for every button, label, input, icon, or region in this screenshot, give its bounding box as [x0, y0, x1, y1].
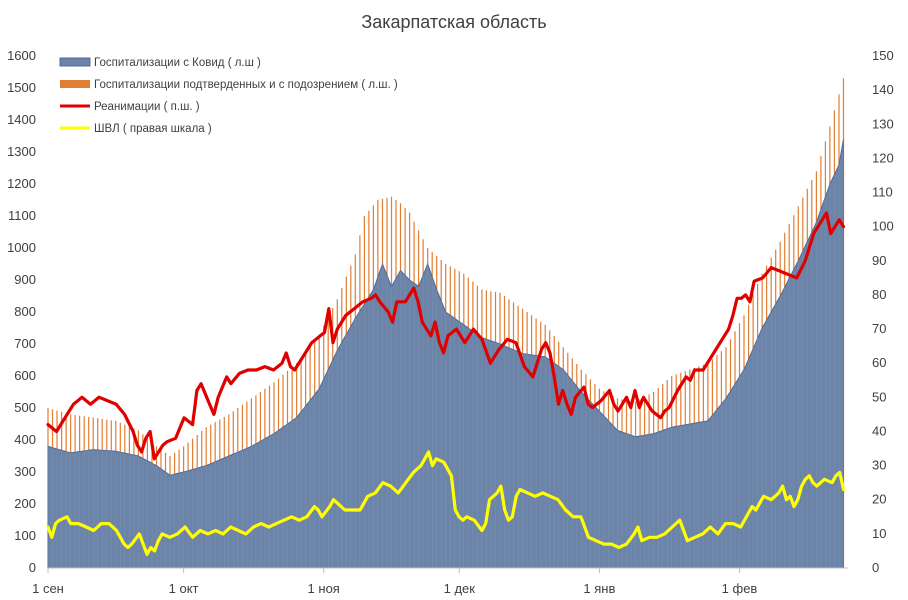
legend-swatch-suspected — [60, 80, 90, 88]
x-tick-label: 1 дек — [444, 581, 476, 596]
left-tick-label: 900 — [14, 272, 36, 287]
legend-entry-icu: Реанимации ( п.ш. ) — [60, 101, 200, 113]
right-tick-label: 70 — [872, 321, 886, 336]
left-tick-label: 200 — [14, 496, 36, 511]
right-tick-label: 110 — [872, 185, 893, 200]
x-tick-label: 1 янв — [583, 581, 615, 596]
ventilation-line — [46, 450, 846, 556]
legend: Госпитализации с Ковид ( л.ш ) Госпитализ… — [59, 57, 398, 135]
right-tick-label: 0 — [872, 560, 879, 575]
left-tick-label: 1500 — [7, 80, 36, 95]
left-tick-label: 1200 — [7, 176, 36, 191]
right-tick-label: 80 — [872, 287, 886, 302]
x-tick-label: 1 ноя — [308, 581, 340, 596]
left-tick-label: 1600 — [7, 48, 36, 63]
right-tick-label: 50 — [872, 389, 886, 404]
x-tick-label: 1 сен — [32, 581, 64, 596]
legend-swatch-covid — [59, 57, 91, 67]
left-tick-label: 600 — [14, 368, 36, 383]
chart-title: Закарпатская область — [361, 12, 547, 32]
left-tick-label: 1400 — [7, 112, 36, 127]
left-tick-label: 500 — [14, 400, 36, 415]
left-tick-label: 700 — [14, 336, 36, 351]
legend-label: ШВЛ ( правая шкала ) — [94, 123, 212, 135]
legend-entry-ventilation: ШВЛ ( правая шкала ) — [60, 123, 212, 135]
right-tick-label: 40 — [872, 424, 886, 439]
covid-area — [47, 139, 844, 569]
legend-entry-covid: Госпитализации с Ковид ( л.ш ) — [59, 57, 261, 69]
left-tick-label: 1300 — [7, 144, 36, 159]
legend-label: Реанимации ( п.ш. ) — [94, 101, 200, 113]
right-tick-label: 60 — [872, 355, 886, 370]
legend-label: Госпитализации с Ковид ( л.ш ) — [94, 57, 261, 69]
x-tick-label: 1 фев — [722, 581, 758, 596]
left-tick-label: 100 — [14, 528, 36, 543]
right-tick-label: 150 — [872, 48, 894, 63]
axes: 0100200300400500600700800900100011001200… — [7, 48, 894, 596]
left-tick-label: 1100 — [8, 208, 36, 223]
lines — [46, 211, 846, 556]
left-tick-label: 1000 — [7, 240, 36, 255]
right-tick-label: 140 — [872, 82, 894, 97]
left-tick-label: 800 — [14, 304, 36, 319]
right-tick-label: 100 — [872, 219, 894, 234]
icu-line — [46, 211, 846, 461]
right-tick-label: 30 — [872, 458, 886, 473]
left-tick-label: 300 — [14, 464, 36, 479]
x-tick-label: 1 окт — [169, 581, 199, 596]
left-tick-label: 400 — [14, 432, 36, 447]
left-tick-label: 0 — [29, 560, 36, 575]
legend-entry-suspected: Госпитализации подтверденных и с подозре… — [60, 79, 398, 91]
right-tick-label: 10 — [872, 526, 886, 541]
right-tick-label: 90 — [872, 253, 886, 268]
right-tick-label: 130 — [872, 116, 894, 131]
right-tick-label: 20 — [872, 492, 886, 507]
right-tick-label: 120 — [872, 150, 894, 165]
legend-label: Госпитализации подтверденных и с подозре… — [94, 79, 398, 91]
